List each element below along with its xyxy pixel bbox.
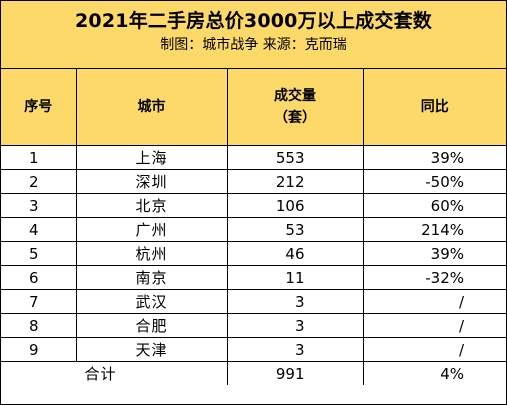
table-row: 1 上海 553 39% — [1, 145, 506, 170]
cell-volume: 212 — [226, 169, 364, 194]
cell-volume: 53 — [226, 217, 364, 242]
cell-volume: 11 — [226, 265, 364, 290]
header-index: 序号 — [1, 69, 77, 146]
cell-city: 广州 — [75, 217, 228, 242]
cell-volume: 3 — [226, 289, 364, 314]
table-row: 5 杭州 46 39% — [1, 241, 506, 266]
cell-index: 1 — [1, 145, 77, 170]
table-body: 1 上海 553 39% 2 深圳 212 -50% 3 北京 106 60% … — [1, 145, 506, 385]
header-volume: 成交量 （套） — [226, 69, 364, 146]
table-title: 2021年二手房总价3000万以上成交套数 — [75, 10, 432, 32]
cell-index: 5 — [1, 241, 77, 266]
cell-city: 合肥 — [75, 313, 228, 338]
cell-yoy: / — [362, 337, 506, 362]
cell-city: 深圳 — [75, 169, 228, 194]
header-yoy: 同比 — [362, 69, 506, 146]
header-row: 序号 城市 成交量 （套） 同比 — [1, 69, 506, 146]
cell-city: 杭州 — [75, 241, 228, 266]
cell-yoy: 39% — [362, 145, 506, 170]
total-label: 合计 — [1, 361, 228, 385]
title-block: 2021年二手房总价3000万以上成交套数 制图：城市战争 来源：克而瑞 — [1, 1, 506, 69]
total-row: 合计 991 4% — [1, 361, 506, 385]
header-city: 城市 — [75, 69, 228, 146]
transactions-table: 序号 城市 成交量 （套） 同比 1 上海 553 39% 2 深圳 212 -… — [1, 69, 506, 385]
cell-city: 天津 — [75, 337, 228, 362]
table-row: 6 南京 11 -32% — [1, 265, 506, 290]
cell-index: 7 — [1, 289, 77, 314]
table-row: 8 合肥 3 / — [1, 313, 506, 338]
cell-city: 南京 — [75, 265, 228, 290]
cell-index: 3 — [1, 193, 77, 218]
table-row: 7 武汉 3 / — [1, 289, 506, 314]
cell-index: 8 — [1, 313, 77, 338]
cell-index: 6 — [1, 265, 77, 290]
table-row: 4 广州 53 214% — [1, 217, 506, 242]
total-volume: 991 — [226, 361, 364, 385]
cell-yoy: 39% — [362, 241, 506, 266]
cell-volume: 3 — [226, 313, 364, 338]
header-volume-line2: （套） — [274, 110, 316, 126]
cell-volume: 3 — [226, 337, 364, 362]
cell-city: 上海 — [75, 145, 228, 170]
cell-volume: 553 — [226, 145, 364, 170]
cell-yoy: / — [362, 313, 506, 338]
cell-index: 2 — [1, 169, 77, 194]
table-row: 3 北京 106 60% — [1, 193, 506, 218]
total-yoy: 4% — [362, 361, 506, 385]
cell-city: 武汉 — [75, 289, 228, 314]
table-subtitle: 制图：城市战争 来源：克而瑞 — [160, 37, 347, 53]
cell-volume: 106 — [226, 193, 364, 218]
cell-yoy: / — [362, 289, 506, 314]
cell-yoy: 214% — [362, 217, 506, 242]
cell-yoy: -32% — [362, 265, 506, 290]
cell-yoy: -50% — [362, 169, 506, 194]
table-row: 2 深圳 212 -50% — [1, 169, 506, 194]
cell-yoy: 60% — [362, 193, 506, 218]
cell-index: 4 — [1, 217, 77, 242]
table-header: 序号 城市 成交量 （套） 同比 — [1, 69, 506, 146]
cell-volume: 46 — [226, 241, 364, 266]
table-row: 9 天津 3 / — [1, 337, 506, 362]
header-volume-line1: 成交量 — [274, 88, 316, 104]
cell-city: 北京 — [75, 193, 228, 218]
cell-index: 9 — [1, 337, 77, 362]
